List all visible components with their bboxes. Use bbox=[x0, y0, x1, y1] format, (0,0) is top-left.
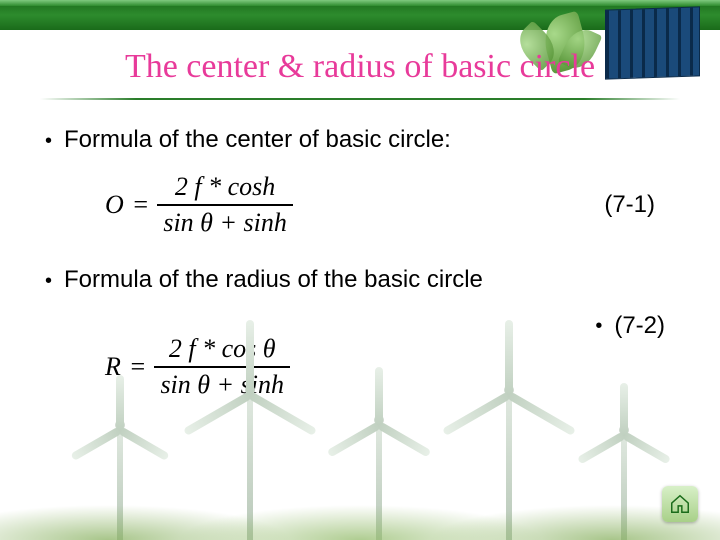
bullet-radius-formula: • Formula of the radius of the basic cir… bbox=[45, 266, 675, 294]
bullet-dot-icon: • bbox=[45, 129, 52, 153]
eq2-numerator: 2 f * cos θ bbox=[163, 334, 282, 364]
eq2-denominator: sin θ + sinh bbox=[154, 370, 290, 400]
grass-decoration bbox=[0, 500, 720, 540]
bullet-text: Formula of the radius of the basic circl… bbox=[64, 266, 483, 294]
bullet-dot-icon: • bbox=[45, 269, 52, 293]
home-icon bbox=[669, 493, 691, 515]
eq1-number: (7-1) bbox=[604, 191, 655, 219]
slide-body: • Formula of the center of basic circle:… bbox=[45, 120, 675, 500]
equation-row-2: R = 2 f * cos θ sin θ + sinh bbox=[105, 334, 675, 400]
eq1-numerator: 2 f * cosh bbox=[169, 172, 281, 202]
equation-1: O = 2 f * cosh sin θ + sinh bbox=[105, 172, 293, 238]
bullet-center-formula: • Formula of the center of basic circle: bbox=[45, 126, 675, 154]
home-button[interactable] bbox=[662, 486, 698, 522]
bullet-text: Formula of the center of basic circle: bbox=[64, 126, 451, 154]
eq1-denominator: sin θ + sinh bbox=[157, 208, 293, 238]
slide-title: The center & radius of basic circle bbox=[50, 48, 670, 86]
equation-2: R = 2 f * cos θ sin θ + sinh bbox=[105, 334, 290, 400]
eq2-number: (7-2) bbox=[614, 312, 665, 340]
equation-row-1: O = 2 f * cosh sin θ + sinh (7-1) bbox=[105, 172, 675, 238]
title-underline bbox=[40, 98, 680, 100]
eq2-lhs: R bbox=[105, 352, 121, 382]
bullet-dot-icon: • bbox=[595, 314, 602, 338]
eq1-lhs: O bbox=[105, 190, 124, 220]
